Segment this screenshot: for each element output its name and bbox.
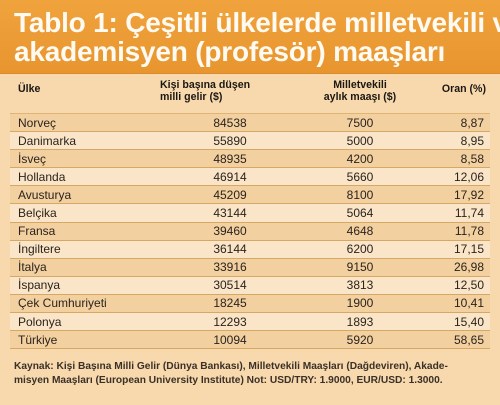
table-row: Norveç 84538 7500 8,87 xyxy=(10,114,490,132)
income-cell: 12293 xyxy=(213,314,247,329)
source-footnote: Kaynak: Kişi Başına Milli Gelir (Dünya B… xyxy=(14,360,484,388)
table-row: İngiltere 36144 6200 17,15 xyxy=(10,239,490,258)
table-row: Çek Cumhuriyeti 18245 1900 10,41 xyxy=(10,293,490,313)
header-salary-line-1: Milletvekili xyxy=(333,79,387,91)
ratio-cell: 58,65 xyxy=(453,332,484,347)
country-cell: İspanya xyxy=(18,278,61,293)
table-row: Avusturya 45209 8100 17,92 xyxy=(10,185,490,204)
country-cell: Hollanda xyxy=(18,169,66,184)
table-row: Türkiye 10094 5920 58,65 xyxy=(10,330,490,349)
country-cell: Avusturya xyxy=(18,187,72,202)
header-country: Ülke xyxy=(18,83,41,95)
salary-cell: 5064 xyxy=(346,206,374,221)
ratio-cell: 12,06 xyxy=(453,169,484,184)
ratio-cell: 8,58 xyxy=(460,151,484,166)
header-income: Kişi başına düşen milli gelir ($) xyxy=(160,79,300,103)
footnote-line-1: Kaynak: Kişi Başına Milli Gelir (Dünya B… xyxy=(14,361,448,372)
income-cell: 18245 xyxy=(213,296,247,311)
table-row: İsveç 48935 4200 8,58 xyxy=(10,149,490,168)
salary-cell: 4648 xyxy=(346,224,374,239)
income-cell: 48935 xyxy=(213,151,247,166)
ratio-cell: 17,92 xyxy=(453,187,484,202)
footnote-line-2: misyen Maaşları (European University Ins… xyxy=(14,375,443,386)
header-ratio: Oran (%) xyxy=(441,83,486,95)
country-cell: Çek Cumhuriyeti xyxy=(18,296,107,311)
salary-cell: 9150 xyxy=(346,260,374,275)
salary-cell: 6200 xyxy=(346,242,374,257)
salary-cell: 1893 xyxy=(346,314,374,329)
ratio-cell: 17,15 xyxy=(453,242,484,257)
ratio-cell: 12,50 xyxy=(453,278,484,293)
income-cell: 39460 xyxy=(213,224,247,239)
salary-cell: 3813 xyxy=(346,278,374,293)
table-header: Ülke Kişi başına düşen milli gelir ($) M… xyxy=(10,79,490,114)
ratio-cell: 8,87 xyxy=(460,115,484,130)
title-band: Tablo 1: Çeşitli ülkelerde milletvekili … xyxy=(0,0,500,74)
country-cell: Fransa xyxy=(18,224,56,239)
income-cell: 43144 xyxy=(213,206,247,221)
salary-table: Ülke Kişi başına düşen milli gelir ($) M… xyxy=(10,79,490,350)
country-cell: Polonya xyxy=(18,314,62,329)
header-income-line-1: Kişi başına düşen xyxy=(160,79,251,91)
income-cell: 45209 xyxy=(213,187,247,202)
salary-cell: 5920 xyxy=(346,332,374,347)
table-row: Polonya 12293 1893 15,40 xyxy=(10,312,490,331)
country-cell: İngiltere xyxy=(18,242,61,257)
header-salary: Milletvekili aylık maaşı ($) xyxy=(300,79,420,103)
income-cell: 30514 xyxy=(213,278,247,293)
ratio-cell: 26,98 xyxy=(453,260,484,275)
title-line-2: akademisyen (profesör) maaşları xyxy=(14,36,446,67)
ratio-cell: 8,95 xyxy=(460,133,484,148)
income-cell: 10094 xyxy=(213,332,247,347)
country-cell: Türkiye xyxy=(18,332,58,347)
salary-cell: 8100 xyxy=(346,187,374,202)
table-row: İtalya 33916 9150 26,98 xyxy=(10,257,490,276)
country-cell: Belçika xyxy=(18,206,57,221)
table-row: Belçika 43144 5064 11,74 xyxy=(10,203,490,222)
country-cell: İsveç xyxy=(18,151,47,166)
ratio-cell: 15,40 xyxy=(453,314,484,329)
title-line-1: Tablo 1: Çeşitli ülkelerde milletvekili … xyxy=(14,7,500,38)
table-row: Hollanda 46914 5660 12,06 xyxy=(10,167,490,186)
ratio-cell: 11,74 xyxy=(454,206,484,221)
country-cell: Danimarka xyxy=(18,133,77,148)
country-cell: İtalya xyxy=(18,260,47,275)
income-cell: 36144 xyxy=(213,242,247,257)
salary-cell: 5660 xyxy=(346,169,374,184)
salary-cell: 1900 xyxy=(346,296,374,311)
country-cell: Norveç xyxy=(18,115,57,130)
income-cell: 33916 xyxy=(213,260,247,275)
table-row: İspanya 30514 3813 12,50 xyxy=(10,275,490,294)
income-cell: 46914 xyxy=(213,169,247,184)
income-cell: 55890 xyxy=(213,133,247,148)
ratio-cell: 10,41 xyxy=(453,296,484,311)
table-row: Danimarka 55890 5000 8,95 xyxy=(10,131,490,150)
header-income-line-2: milli gelir ($) xyxy=(160,91,223,103)
ratio-cell: 11,78 xyxy=(454,224,484,239)
header-salary-line-2: aylık maaşı ($) xyxy=(323,91,397,103)
salary-cell: 4200 xyxy=(346,151,374,166)
table-body: Norveç 84538 7500 8,87 Danimarka 55890 5… xyxy=(10,114,490,350)
income-cell: 84538 xyxy=(213,115,247,130)
table-row: Fransa 39460 4648 11,78 xyxy=(10,221,490,240)
salary-cell: 7500 xyxy=(346,115,374,130)
salary-cell: 5000 xyxy=(346,133,374,148)
